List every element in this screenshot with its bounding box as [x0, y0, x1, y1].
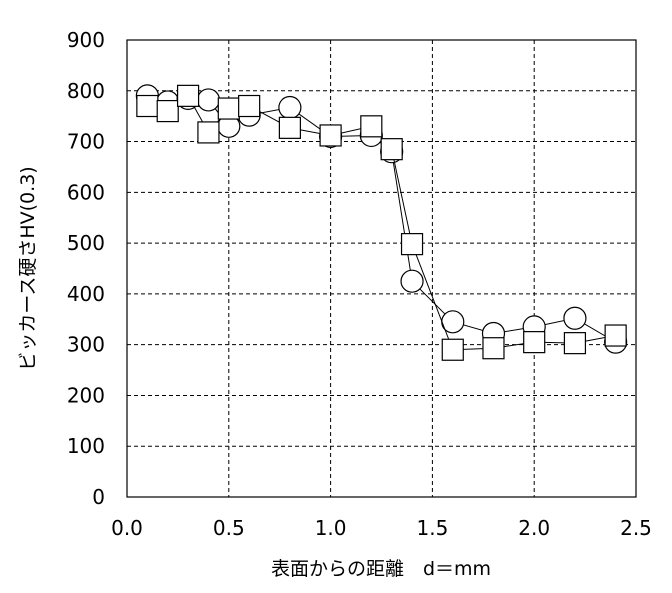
- x-tick-label: 1.5: [416, 516, 448, 540]
- y-tick-label: 700: [67, 130, 105, 154]
- x-tick-label: 2.0: [518, 516, 550, 540]
- square-point: [604, 324, 627, 347]
- y-axis-label: ビッカース硬さHV(0.3): [17, 166, 39, 370]
- circle-point: [278, 95, 302, 120]
- square-point: [217, 97, 240, 120]
- square-point: [319, 124, 342, 147]
- y-tick-label: 100: [67, 434, 105, 458]
- y-tick-label: 600: [67, 180, 105, 204]
- x-tick-label: 0.0: [111, 516, 143, 540]
- square-point: [238, 94, 261, 118]
- square-point: [360, 115, 383, 138]
- y-tick-label: 0: [92, 485, 105, 509]
- square-point: [441, 338, 464, 361]
- square-point: [400, 233, 424, 256]
- y-tick-label: 400: [67, 282, 105, 306]
- x-axis-label: 表面からの距離 d＝mm: [271, 558, 491, 580]
- square-point: [176, 84, 200, 107]
- y-tick-label: 800: [67, 79, 105, 103]
- y-tick-label: 200: [67, 383, 105, 407]
- series-2: [136, 84, 627, 361]
- y-tick-label: 500: [67, 231, 105, 255]
- square-point: [380, 138, 403, 161]
- series-layer: [135, 84, 628, 361]
- x-tick-label: 2.5: [620, 516, 652, 540]
- plot-area: [126, 39, 637, 498]
- x-tick-labels: 0.0 0.5 1.0 1.5 2.0 2.5: [111, 516, 652, 540]
- square-point: [482, 337, 505, 360]
- square-point: [523, 331, 546, 354]
- y-tick-label: 300: [67, 333, 105, 357]
- circle-point: [196, 88, 221, 112]
- y-tick-label: 900: [67, 28, 105, 52]
- square-point: [136, 94, 159, 118]
- x-tick-label: 0.5: [213, 516, 245, 540]
- square-point: [563, 332, 587, 355]
- y-tick-labels: 0 100 200 300 400 500 600 700 800 900: [67, 28, 105, 509]
- circle-point: [400, 269, 424, 293]
- square-point: [156, 99, 179, 123]
- square-point: [278, 116, 301, 139]
- circle-point: [563, 306, 587, 330]
- series-line: [147, 95, 616, 351]
- square-point: [197, 121, 220, 144]
- x-tick-label: 1.0: [315, 516, 347, 540]
